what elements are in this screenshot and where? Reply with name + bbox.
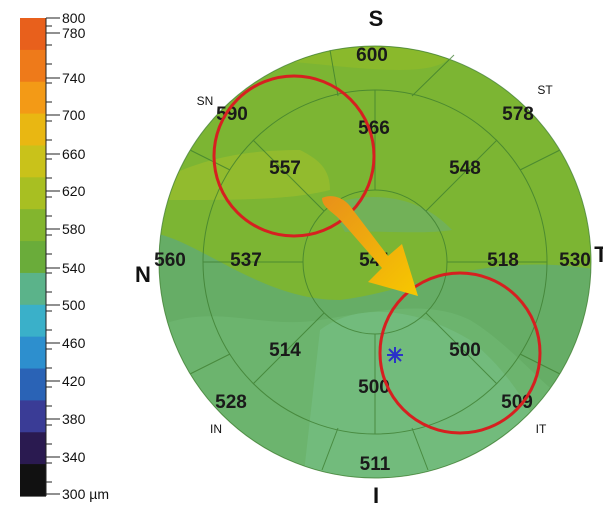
sector-value-outer-temporal: 530 bbox=[559, 250, 591, 271]
color-scale-block bbox=[20, 145, 46, 178]
color-scale-block bbox=[20, 336, 46, 370]
sector-value-outer-bottom: 511 bbox=[360, 454, 391, 475]
color-scale-block bbox=[20, 464, 46, 497]
sector-value-mid-in: 514 bbox=[269, 340, 301, 361]
color-scale-block bbox=[20, 49, 46, 83]
sector-value-mid-sup: 566 bbox=[358, 118, 390, 139]
color-scale-tick-label: 500 bbox=[62, 297, 86, 313]
label-superior: S bbox=[369, 6, 384, 31]
sector-value-mid-st: 548 bbox=[449, 158, 481, 179]
color-scale-block bbox=[20, 400, 46, 433]
sector-value-mid-it: 500 bbox=[449, 340, 481, 361]
color-scale-tick-label: 340 bbox=[62, 449, 86, 465]
color-scale-block bbox=[20, 81, 46, 115]
color-scale-tick-label: 800 bbox=[62, 10, 86, 26]
color-scale-block bbox=[20, 304, 46, 338]
color-scale-block bbox=[20, 18, 46, 51]
color-scale-tick-label: 580 bbox=[62, 221, 86, 237]
color-scale-block bbox=[20, 241, 46, 274]
highlight-circle-inferotemporal bbox=[378, 271, 542, 435]
sector-value-mid-nasal: 537 bbox=[230, 250, 262, 271]
color-scale-tick-label: 660 bbox=[62, 146, 86, 162]
direction-arrow bbox=[322, 196, 418, 296]
label-st: ST bbox=[537, 83, 553, 97]
label-temporal: T bbox=[594, 242, 603, 267]
sector-value-mid-inferior: 500 bbox=[358, 377, 390, 398]
sector-grid bbox=[158, 45, 592, 479]
color-scale-block bbox=[20, 113, 46, 147]
label-inferior: I bbox=[373, 483, 379, 508]
color-scale-block bbox=[20, 209, 46, 242]
sector-value-outer-st: 578 bbox=[502, 104, 534, 125]
sector-value-outer-in: 528 bbox=[215, 392, 247, 413]
color-scale-block bbox=[20, 368, 46, 401]
color-scale-tick-label: 700 bbox=[62, 107, 86, 123]
color-scale-tick-label: 540 bbox=[62, 260, 86, 276]
sector-value-outer-nasal: 560 bbox=[154, 250, 186, 271]
label-nasal: N bbox=[135, 262, 151, 287]
color-scale-tick-label: 460 bbox=[62, 335, 86, 351]
color-scale-block bbox=[20, 272, 46, 306]
color-scale-gradient bbox=[20, 18, 46, 497]
color-scale-tick-label: 780 bbox=[62, 25, 86, 41]
sector-value-mid-temporal: 518 bbox=[487, 250, 519, 271]
label-sn: SN bbox=[197, 94, 214, 108]
color-scale-tick-label: 380 bbox=[62, 411, 86, 427]
retinal-thickness-map: 600 590 578 566 557 548 560 537 541 518 … bbox=[135, 6, 603, 508]
label-in: IN bbox=[210, 422, 222, 436]
asterisk-icon bbox=[387, 347, 403, 363]
color-scale-block bbox=[20, 432, 46, 465]
color-scale-tick-label: 740 bbox=[62, 70, 86, 86]
label-it: IT bbox=[536, 422, 547, 436]
color-scale-tick-label: 620 bbox=[62, 183, 86, 199]
sector-value-mid-sn: 557 bbox=[269, 158, 301, 179]
color-scale-tick-label: 300 µm bbox=[62, 486, 109, 502]
sector-value-outer-top: 600 bbox=[356, 45, 388, 66]
color-scale-block bbox=[20, 177, 46, 210]
highlight-circle-superonasal bbox=[212, 74, 376, 238]
color-scale-tick-label: 420 bbox=[62, 373, 86, 389]
